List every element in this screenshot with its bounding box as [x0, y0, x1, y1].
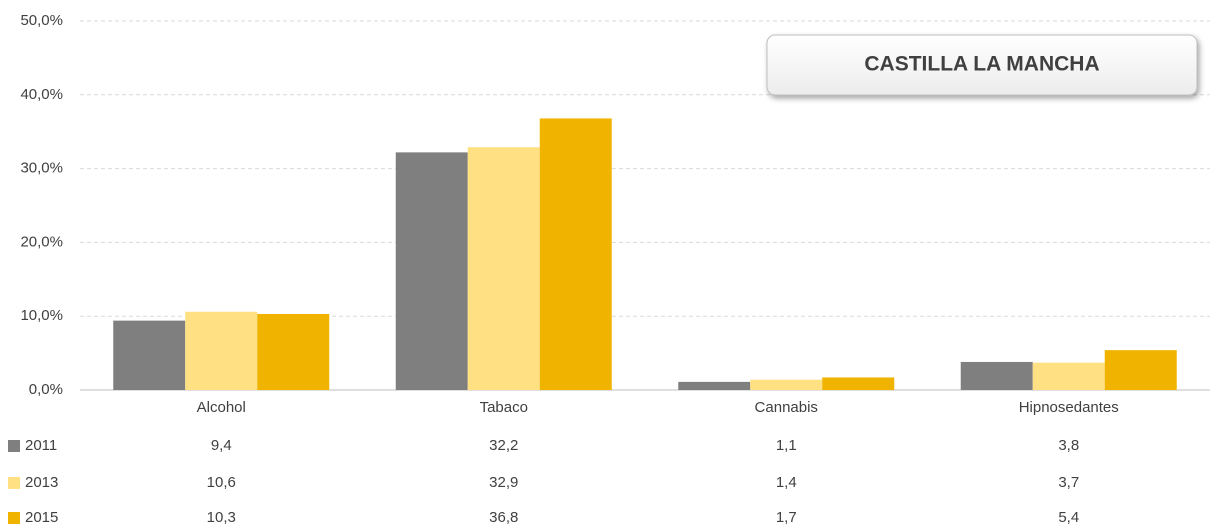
table-value: 32,2 — [489, 437, 518, 454]
bar — [113, 320, 186, 390]
bar — [395, 152, 468, 390]
bar — [960, 361, 1033, 390]
y-tick-label: 30,0% — [20, 160, 63, 177]
table-value: 10,3 — [207, 509, 236, 526]
table-value: 3,7 — [1058, 474, 1079, 491]
x-tick-label: Cannabis — [755, 399, 818, 416]
x-tick-label: Hipnosedantes — [1019, 399, 1119, 416]
x-tick-label: Tabaco — [480, 399, 528, 416]
bar — [822, 377, 895, 390]
legend-swatch — [8, 440, 20, 452]
bar — [1104, 350, 1177, 390]
y-tick-label: 0,0% — [29, 381, 63, 398]
table-value: 3,8 — [1058, 437, 1079, 454]
legend-swatch — [8, 512, 20, 524]
y-tick-label: 10,0% — [20, 307, 63, 324]
table-value: 1,7 — [776, 509, 797, 526]
bar — [750, 379, 823, 390]
chart-title: CASTILLA LA MANCHA — [864, 53, 1099, 76]
legend-label: 2013 — [25, 474, 58, 491]
y-tick-label: 40,0% — [20, 86, 63, 103]
y-tick-label: 50,0% — [20, 12, 63, 29]
table-value: 9,4 — [211, 437, 232, 454]
legend-label: 2015 — [25, 509, 58, 526]
bar — [185, 311, 258, 390]
y-tick-label: 20,0% — [20, 233, 63, 250]
table-value: 1,1 — [776, 437, 797, 454]
legend-swatch — [8, 477, 20, 489]
bar — [678, 381, 751, 390]
table-value: 5,4 — [1058, 509, 1079, 526]
table-value: 36,8 — [489, 509, 518, 526]
bar — [539, 118, 612, 390]
table-value: 1,4 — [776, 474, 797, 491]
x-tick-label: Alcohol — [197, 399, 246, 416]
plot: 0,0% 10,0% 20,0% 30,0% 40,0% 50,0% Alcohol 9,4 1… — [8, 12, 1210, 526]
bar — [1032, 362, 1105, 390]
table-value: 32,9 — [489, 474, 518, 491]
bar — [257, 313, 330, 390]
legend-label: 2011 — [25, 437, 57, 454]
title-box — [766, 34, 1198, 96]
bar — [467, 147, 540, 390]
table-value: 10,6 — [207, 474, 236, 491]
